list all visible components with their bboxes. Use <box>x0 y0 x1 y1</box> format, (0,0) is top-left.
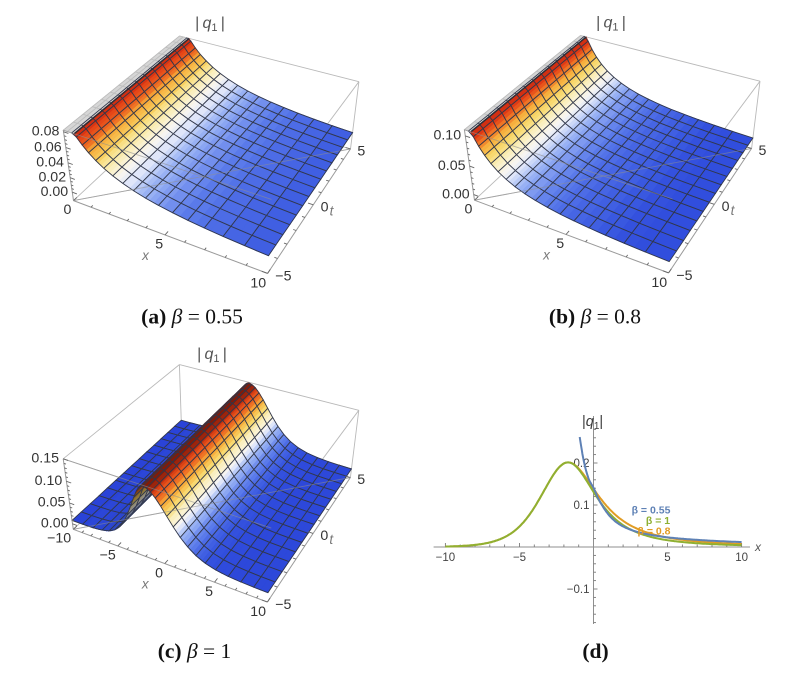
svg-text:0.10: 0.10 <box>433 128 461 144</box>
svg-text:10: 10 <box>250 604 266 620</box>
svg-text:−5: −5 <box>676 268 692 284</box>
svg-text:10: 10 <box>735 552 748 564</box>
svg-text:| q1 |: | q1 | <box>197 346 227 365</box>
svg-text:0: 0 <box>465 202 473 218</box>
svg-text:β = 1: β = 1 <box>646 515 670 527</box>
svg-text:−0.1: −0.1 <box>567 584 590 596</box>
svg-text:0.1: 0.1 <box>574 500 590 512</box>
svg-text:t: t <box>330 204 335 219</box>
svg-text:5: 5 <box>759 143 767 159</box>
svg-text:0: 0 <box>155 565 163 581</box>
svg-text:0.00: 0.00 <box>442 186 470 202</box>
svg-text:0.02: 0.02 <box>38 170 66 186</box>
svg-text:10: 10 <box>651 275 667 291</box>
svg-text:−10: −10 <box>47 531 71 547</box>
svg-text:0.00: 0.00 <box>41 184 69 200</box>
svg-text:5: 5 <box>155 237 163 253</box>
svg-text:0.04: 0.04 <box>36 155 64 171</box>
svg-text:0.06: 0.06 <box>34 139 62 155</box>
svg-text:0.05: 0.05 <box>38 495 66 511</box>
svg-text:10: 10 <box>250 276 266 292</box>
svg-text:0: 0 <box>64 202 72 218</box>
svg-text:0.2: 0.2 <box>574 458 590 470</box>
svg-text:−5: −5 <box>275 597 291 613</box>
svg-text:5: 5 <box>556 236 564 252</box>
svg-text:5: 5 <box>357 472 365 488</box>
svg-text:t: t <box>329 532 334 547</box>
svg-text:0.10: 0.10 <box>35 473 63 489</box>
svg-text:β = 0.8: β = 0.8 <box>638 526 671 538</box>
svg-text:−5: −5 <box>275 269 291 285</box>
svg-text:x: x <box>542 248 551 263</box>
svg-text:0.15: 0.15 <box>31 451 59 467</box>
svg-text:| q1 |: | q1 | <box>195 15 225 34</box>
svg-text:β = 0.55: β = 0.55 <box>632 505 671 517</box>
svg-text:(d): (d) <box>582 639 608 663</box>
svg-text:0.05: 0.05 <box>438 158 466 174</box>
svg-text:(c) β = 1: (c) β = 1 <box>158 639 232 663</box>
svg-text:5: 5 <box>205 584 213 600</box>
svg-text:−10: −10 <box>436 552 456 564</box>
svg-text:| q1 |: | q1 | <box>596 15 626 34</box>
svg-text:0.08: 0.08 <box>32 124 60 140</box>
svg-text:0: 0 <box>722 199 730 215</box>
svg-text:(a) β = 0.55: (a) β = 0.55 <box>141 305 243 329</box>
svg-text:|q1|: |q1| <box>582 414 603 432</box>
svg-text:0: 0 <box>320 528 328 544</box>
svg-text:x: x <box>141 248 150 263</box>
svg-text:(b) β = 0.8: (b) β = 0.8 <box>549 305 641 329</box>
svg-text:−5: −5 <box>513 552 526 564</box>
svg-text:0: 0 <box>321 200 329 216</box>
svg-text:5: 5 <box>357 143 365 159</box>
svg-text:x: x <box>754 540 762 554</box>
svg-text:5: 5 <box>664 552 670 564</box>
svg-text:x: x <box>141 577 150 592</box>
svg-text:−5: −5 <box>100 548 116 564</box>
svg-text:t: t <box>731 203 736 218</box>
svg-text:0.00: 0.00 <box>41 516 69 532</box>
